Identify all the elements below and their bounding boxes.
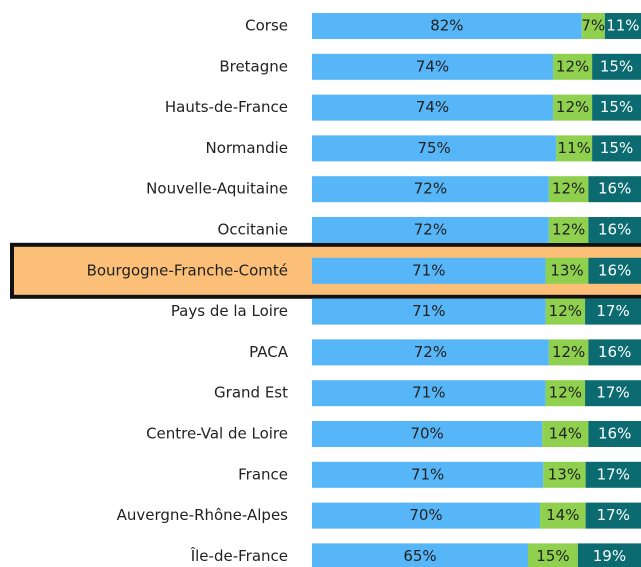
bar-segment bbox=[312, 543, 529, 567]
value-label: 15% bbox=[600, 57, 633, 75]
category-label: Centre-Val de Loire bbox=[146, 425, 288, 443]
bar-segment bbox=[542, 421, 589, 447]
value-label: 12% bbox=[552, 180, 585, 198]
category-label: Hauts-de-France bbox=[165, 98, 288, 116]
value-label: 7% bbox=[581, 17, 605, 35]
bar-segment bbox=[588, 421, 641, 447]
bar-segment bbox=[585, 298, 641, 325]
value-label: 15% bbox=[600, 98, 633, 116]
value-label: 16% bbox=[598, 180, 631, 198]
category-label: Bretagne bbox=[219, 57, 288, 75]
value-label: 16% bbox=[598, 425, 631, 443]
category-label: Occitanie bbox=[218, 221, 288, 239]
value-label: 16% bbox=[598, 221, 631, 239]
value-label: 72% bbox=[414, 221, 447, 239]
bar-segment bbox=[604, 13, 641, 39]
bar-segment bbox=[592, 94, 641, 121]
bar-segment bbox=[312, 380, 546, 407]
bar-segment bbox=[548, 217, 589, 243]
value-label: 14% bbox=[546, 506, 579, 524]
value-label: 13% bbox=[548, 465, 581, 483]
category-label: Normandie bbox=[205, 139, 288, 157]
bar-segment bbox=[553, 53, 593, 80]
value-label: 12% bbox=[556, 57, 589, 75]
bar-segment bbox=[543, 461, 586, 488]
bar-segment bbox=[588, 339, 641, 366]
value-label: 19% bbox=[593, 547, 626, 565]
value-label: 70% bbox=[409, 506, 442, 524]
bar-segment bbox=[588, 176, 641, 203]
category-label: Pays de la Loire bbox=[171, 302, 288, 320]
bar-segment bbox=[545, 298, 586, 325]
bar-segment bbox=[588, 217, 641, 243]
category-label: Grand Est bbox=[214, 384, 288, 402]
category-label: PACA bbox=[249, 343, 289, 361]
bar-segment bbox=[312, 176, 549, 203]
bar-segment bbox=[548, 176, 589, 203]
value-label: 17% bbox=[596, 302, 629, 320]
bar-segment bbox=[548, 339, 589, 366]
value-label: 70% bbox=[410, 425, 443, 443]
value-label: 75% bbox=[417, 139, 450, 157]
value-label: 14% bbox=[549, 425, 582, 443]
bar-segment bbox=[312, 502, 541, 529]
bar-segment bbox=[312, 135, 557, 162]
bar-segment bbox=[312, 13, 582, 39]
bar-segment bbox=[588, 257, 641, 284]
bar-segment bbox=[312, 217, 549, 243]
value-label: 71% bbox=[412, 302, 445, 320]
bar-segment bbox=[312, 53, 554, 80]
bar-segment bbox=[545, 380, 586, 407]
value-label: 71% bbox=[412, 261, 445, 279]
value-label: 12% bbox=[552, 343, 585, 361]
value-label: 16% bbox=[598, 343, 631, 361]
category-label: France bbox=[238, 465, 288, 483]
value-label: 12% bbox=[552, 221, 585, 239]
bar-segment bbox=[592, 53, 641, 80]
bar-segment bbox=[585, 461, 641, 488]
value-label: 71% bbox=[412, 384, 445, 402]
bar-segment bbox=[312, 421, 543, 447]
category-label: Auvergne-Rhône-Alpes bbox=[117, 506, 289, 524]
category-label: Corse bbox=[245, 17, 288, 35]
value-label: 12% bbox=[549, 384, 582, 402]
bar-segment bbox=[581, 13, 605, 39]
value-label: 11% bbox=[558, 139, 591, 157]
bar-segment bbox=[585, 502, 641, 529]
category-label: Bourgogne-Franche-Comté bbox=[87, 261, 288, 279]
value-label: 13% bbox=[550, 261, 583, 279]
bar-segment bbox=[577, 543, 641, 567]
value-label: 16% bbox=[598, 261, 631, 279]
value-label: 12% bbox=[556, 98, 589, 116]
value-label: 15% bbox=[600, 139, 633, 157]
bar-segment bbox=[528, 543, 578, 567]
value-label: 72% bbox=[414, 180, 447, 198]
value-label: 15% bbox=[536, 547, 569, 565]
value-label: 65% bbox=[403, 547, 436, 565]
value-label: 74% bbox=[416, 57, 449, 75]
bar-segment bbox=[592, 135, 641, 162]
bar-segment bbox=[312, 339, 549, 366]
bar-segment bbox=[556, 135, 593, 162]
value-label: 71% bbox=[411, 465, 444, 483]
bar-segment bbox=[553, 94, 593, 121]
bar-segment bbox=[312, 298, 546, 325]
category-label: Île-de-France bbox=[190, 546, 288, 565]
bar-segment bbox=[312, 461, 544, 488]
value-label: 12% bbox=[549, 302, 582, 320]
value-label: 82% bbox=[430, 17, 463, 35]
bar-segment bbox=[585, 380, 641, 407]
value-label: 74% bbox=[416, 98, 449, 116]
bar-segment bbox=[312, 94, 554, 121]
bar-segment bbox=[540, 502, 586, 529]
category-label: Nouvelle-Aquitaine bbox=[146, 180, 288, 198]
value-label: 17% bbox=[596, 384, 629, 402]
value-label: 11% bbox=[606, 17, 639, 35]
value-label: 17% bbox=[597, 465, 630, 483]
value-label: 72% bbox=[414, 343, 447, 361]
bar-segment bbox=[312, 257, 546, 284]
value-label: 17% bbox=[597, 506, 630, 524]
bar-segment bbox=[545, 257, 589, 284]
